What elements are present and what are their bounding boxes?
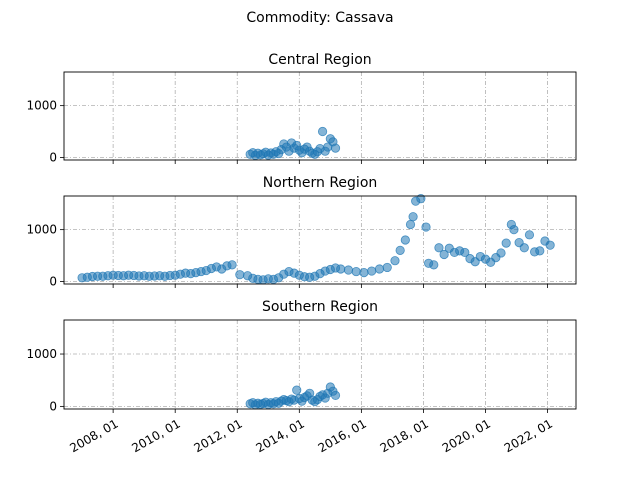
scatter-point (351, 266, 361, 277)
scatter-point (408, 212, 418, 222)
scatter-point (524, 230, 535, 240)
scatter-point (336, 264, 346, 274)
scatter-point (359, 268, 369, 278)
x-tick-label: 2022, 01 (502, 416, 555, 455)
scatter-point (545, 240, 555, 250)
scatter-point (501, 238, 511, 248)
scatter-point (434, 243, 444, 253)
scatter-point (509, 225, 519, 235)
scatter-point (367, 266, 377, 276)
scatter-point (374, 264, 385, 274)
axes-frame (63, 195, 577, 285)
y-tick-label: 0 (49, 399, 57, 413)
scatter-point (235, 270, 245, 280)
scatter-point (439, 249, 449, 260)
y-tick-label: 0 (49, 150, 57, 164)
scatter-point (227, 260, 237, 270)
scatter-point (535, 246, 545, 256)
figure-title: Commodity: Cassava (246, 10, 393, 26)
subplot-panel: Northern Region 0 1000 (26, 175, 577, 288)
x-tick-label: 2020, 01 (440, 416, 493, 455)
subplot-panel: Southern Region 0 1000 2008, 01 2010, 01 2012… (26, 299, 577, 455)
scatter-point (317, 126, 328, 137)
x-tick-label: 2016, 01 (316, 416, 369, 455)
scatter-point (416, 193, 426, 204)
scatter-point (382, 262, 392, 273)
y-tick-label: 1000 (26, 99, 57, 113)
panel-title: Northern Region (263, 175, 378, 191)
x-tick-label: 2008, 01 (67, 416, 120, 455)
y-tick-label: 0 (49, 274, 57, 288)
y-tick-label: 1000 (26, 223, 57, 237)
scatter-point (460, 247, 470, 258)
y-tick-label: 1000 (26, 347, 57, 361)
x-tick-label: 2012, 01 (191, 416, 244, 455)
scatter-point (330, 143, 341, 153)
panel-title: Central Region (268, 52, 371, 68)
x-tick-label: 2014, 01 (254, 416, 307, 455)
axes-frame (63, 71, 577, 161)
scatter-point (496, 248, 506, 258)
scatter-point (405, 219, 416, 230)
scatter-point (400, 235, 410, 245)
scatter-point (421, 222, 431, 232)
scatter-point (519, 243, 529, 253)
scatter-point (343, 265, 354, 275)
scatter-point (390, 256, 400, 266)
x-tick-label: 2010, 01 (129, 416, 182, 455)
scatter-point (330, 390, 341, 400)
axes-frame (63, 319, 577, 410)
scatter-point (429, 260, 439, 270)
subplot-panel: Central Region 0 1000 (26, 52, 577, 164)
x-tick-label: 2018, 01 (378, 416, 431, 455)
scatter-point (395, 245, 405, 255)
scatter-point (292, 385, 302, 395)
panel-title: Southern Region (262, 299, 378, 315)
